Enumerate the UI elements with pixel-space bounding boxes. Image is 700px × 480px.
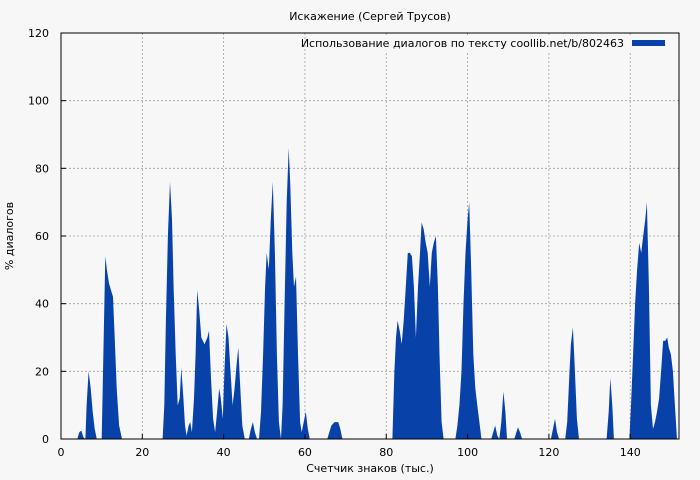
legend-swatch xyxy=(632,40,665,46)
y-axis: 0 20 40 60 80 100 120 xyxy=(28,27,66,446)
legend-background xyxy=(312,35,676,51)
legend-label: Использование диалогов по тексту coollib… xyxy=(301,37,624,50)
x-tick-label: 40 xyxy=(217,446,231,459)
x-tick-label: 60 xyxy=(298,446,312,459)
x-tick-label: 80 xyxy=(379,446,393,459)
x-tick-label: 140 xyxy=(620,446,641,459)
x-tick-label: 20 xyxy=(135,446,149,459)
y-tick-label: 20 xyxy=(35,365,49,378)
x-tick-label: 100 xyxy=(457,446,478,459)
x-axis: 0 20 40 60 80 100 120 140 xyxy=(58,434,641,459)
y-tick-label: 60 xyxy=(35,230,49,243)
chart-title: Искажение (Сергей Трусов) xyxy=(289,10,451,23)
legend: Использование диалогов по тексту coollib… xyxy=(301,35,676,51)
grid xyxy=(61,33,679,439)
x-tick-label: 120 xyxy=(538,446,559,459)
x-tick-label: 0 xyxy=(58,446,65,459)
y-tick-label: 40 xyxy=(35,298,49,311)
x-axis-label: Счетчик знаков (тыс.) xyxy=(306,462,434,475)
y-axis-label: % диалогов xyxy=(3,202,16,270)
y-tick-label: 0 xyxy=(42,433,49,446)
y-tick-label: 80 xyxy=(35,162,49,175)
y-tick-label: 100 xyxy=(28,95,49,108)
y-tick-label: 120 xyxy=(28,27,49,40)
